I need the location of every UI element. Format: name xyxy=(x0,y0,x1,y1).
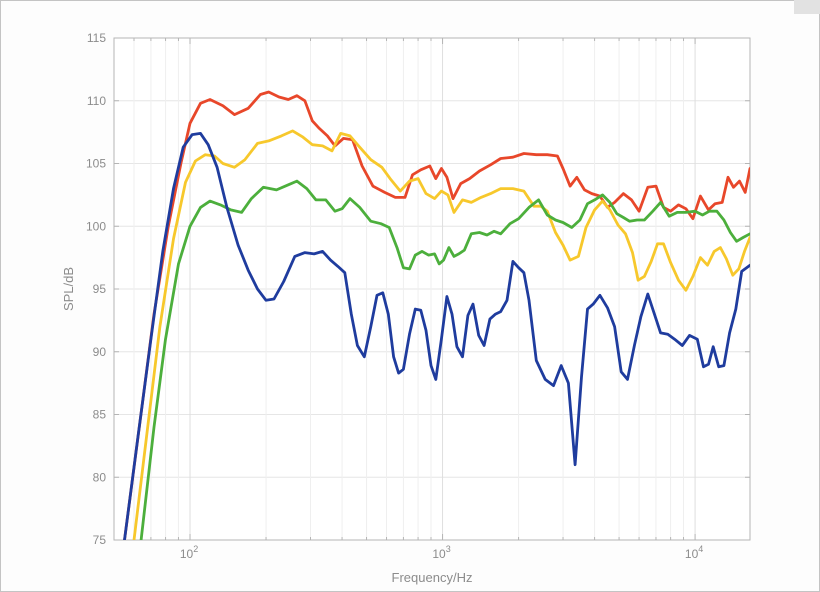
x-tick-label: 104 xyxy=(685,544,703,561)
y-tick-label: 80 xyxy=(93,470,107,484)
x-tick-label-exponent: 4 xyxy=(698,544,703,554)
series-line-2 xyxy=(132,129,750,540)
y-tick-label: 110 xyxy=(87,94,106,108)
y-tick-label: 85 xyxy=(93,408,107,422)
y-tick-label: 95 xyxy=(93,282,107,296)
y-tick-labels: 75 80 85 90 95 100 105 110 115 xyxy=(86,31,106,547)
x-tick-labels: 102 103 104 xyxy=(180,544,703,561)
x-tick-label-base: 10 xyxy=(180,547,194,561)
figure-corner-tab xyxy=(794,0,820,14)
series-group xyxy=(123,90,750,540)
y-tick-label: 100 xyxy=(86,219,106,233)
axis-ticks xyxy=(113,37,750,541)
y-tick-label: 90 xyxy=(93,345,107,359)
x-tick-label-base: 10 xyxy=(685,547,699,561)
series-line-3 xyxy=(139,179,750,540)
x-tick-label: 103 xyxy=(432,544,450,561)
x-tick-label-exponent: 3 xyxy=(446,544,451,554)
x-axis-label: Frequency/Hz xyxy=(392,570,473,585)
y-axis-label: SPL/dB xyxy=(61,267,76,311)
series-line-4 xyxy=(123,132,750,540)
x-tick-label-exponent: 2 xyxy=(193,544,198,554)
y-tick-label: 115 xyxy=(87,31,106,45)
y-tick-label: 105 xyxy=(86,157,106,171)
series-line-1 xyxy=(123,90,750,540)
y-tick-label: 75 xyxy=(93,533,107,547)
x-tick-label-base: 10 xyxy=(432,547,446,561)
x-tick-label: 102 xyxy=(180,544,198,561)
